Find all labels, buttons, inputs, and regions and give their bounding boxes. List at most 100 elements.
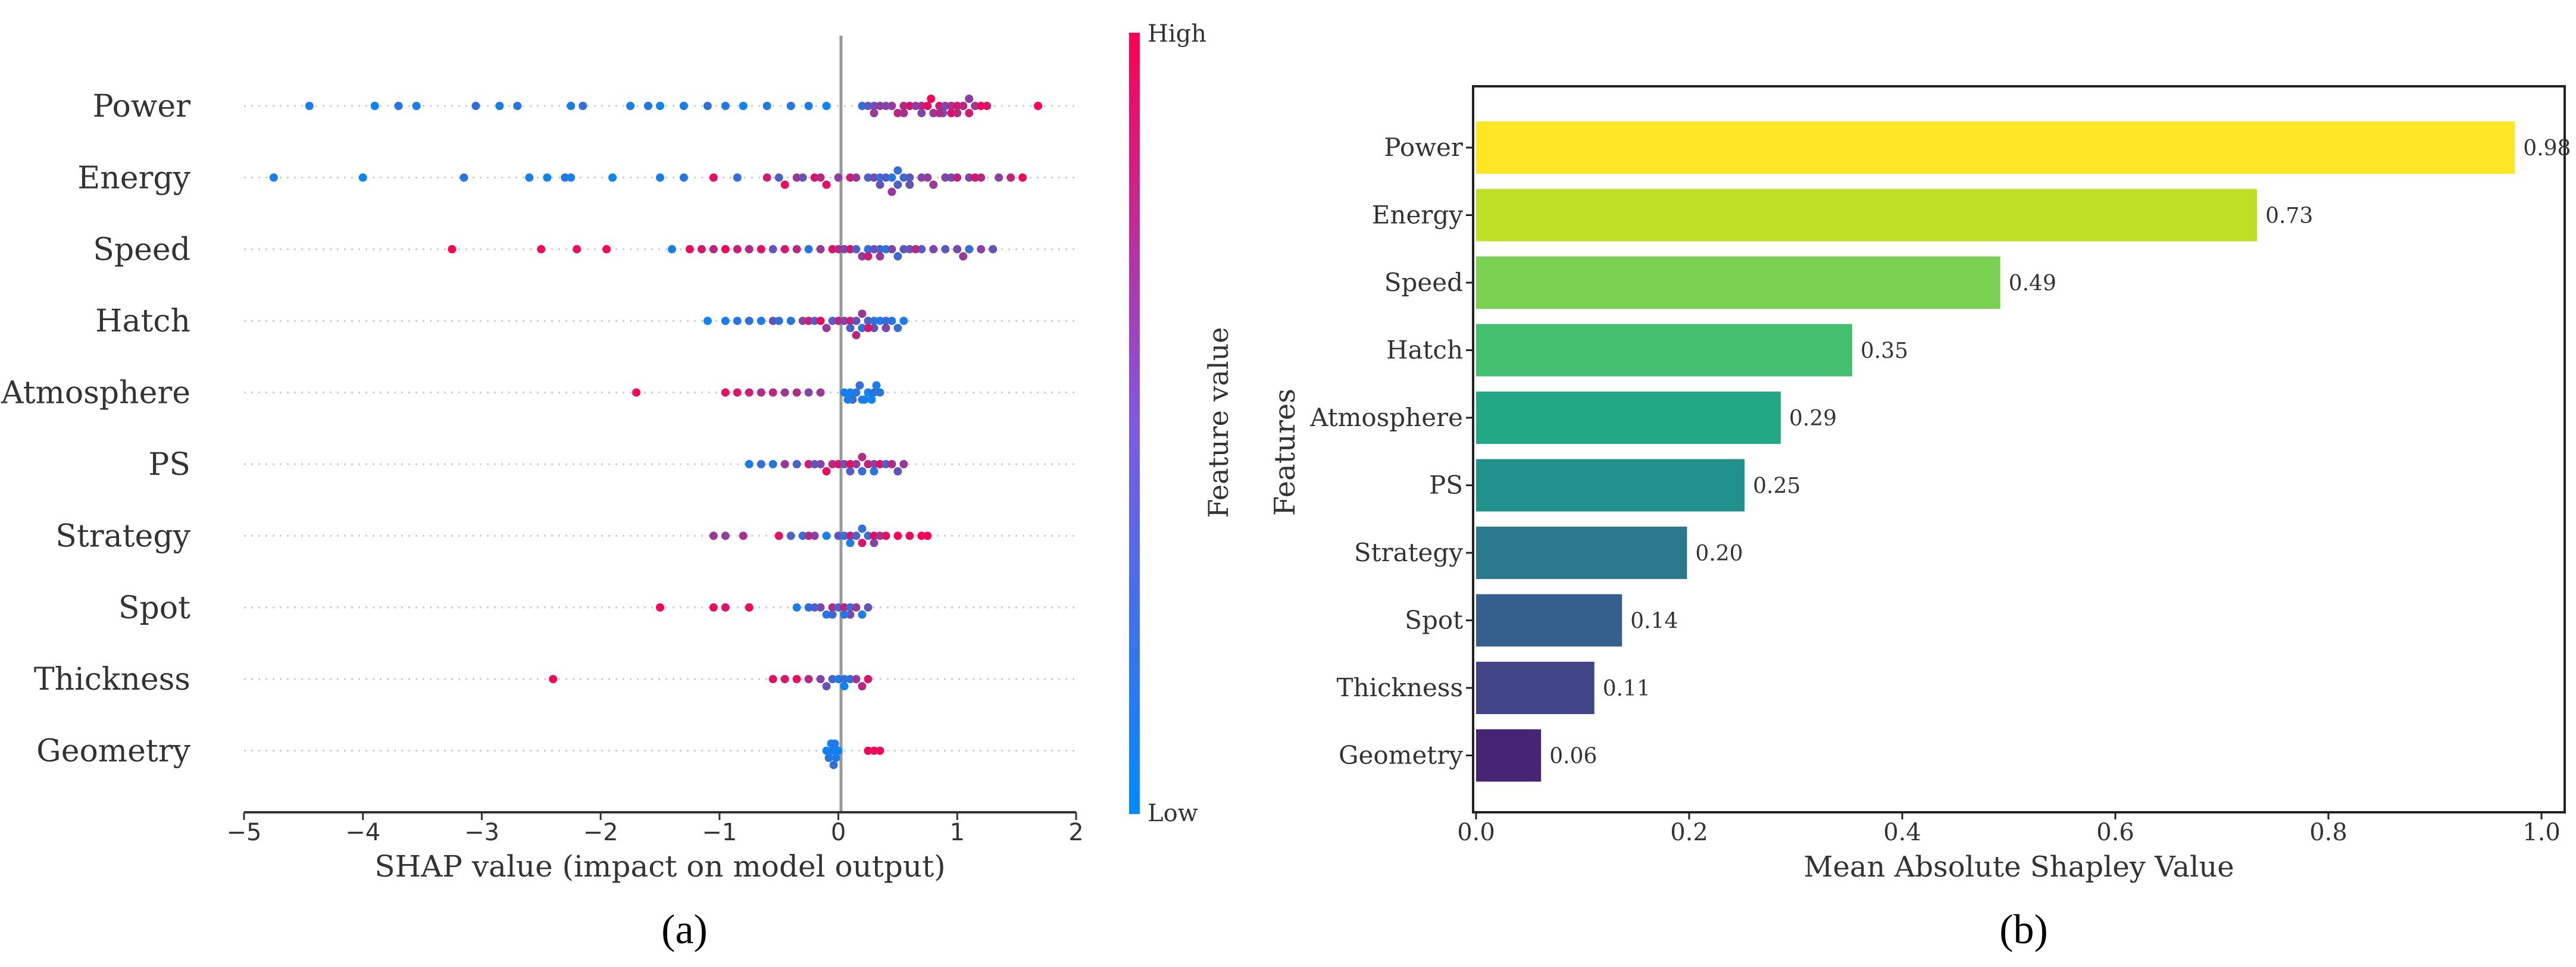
shap-point (858, 453, 867, 461)
shap-point (870, 109, 879, 117)
shap-point (846, 245, 855, 254)
shap-point (721, 388, 730, 397)
shap-point (459, 173, 468, 182)
bar-value-label: 0.14 (1630, 609, 1678, 634)
shap-point (977, 173, 986, 182)
x-tick-label: 0.0 (1457, 819, 1495, 846)
shap-point (733, 388, 742, 397)
shap-point (953, 245, 962, 254)
x-tick-label: 1 (950, 819, 965, 846)
shap-point (370, 102, 379, 110)
shap-point (828, 675, 837, 684)
shap-point (721, 245, 730, 254)
shap-point (608, 173, 617, 182)
shap-point (843, 395, 852, 404)
shap-point (876, 746, 884, 755)
shap-point (917, 245, 926, 254)
shap-point (858, 252, 867, 261)
shap-point (834, 746, 843, 755)
shap-point (840, 388, 849, 397)
category-label: Spot (1405, 606, 1463, 635)
shap-point (834, 531, 843, 540)
x-tick-label: 2 (1068, 819, 1083, 846)
shap-point (804, 245, 813, 254)
shap-point (887, 102, 896, 110)
bar (1476, 527, 1687, 579)
shap-point (733, 245, 742, 254)
shap-point (893, 166, 902, 175)
shap-point (792, 388, 801, 397)
shap-point (798, 317, 807, 326)
shap-point (792, 675, 801, 684)
feature-label: Power (93, 89, 190, 124)
shap-point (828, 245, 837, 254)
shap-point (870, 746, 879, 755)
shap-point (549, 675, 558, 684)
shap-point (852, 460, 861, 468)
x-axis-ticks: 0.0 0.2 0.4 0.6 0.8 1.0 (1457, 812, 2561, 846)
shap-point (644, 102, 652, 110)
shap-point (816, 173, 825, 182)
shap-point (632, 388, 641, 397)
shap-point (834, 675, 843, 684)
shap-point (905, 531, 914, 540)
shap-point (870, 539, 879, 547)
shap-point (602, 245, 611, 254)
shap-point (929, 180, 938, 189)
shap-point (953, 102, 962, 110)
bar-value-labels: 0.98 0.73 0.49 0.35 0.29 0.25 0.20 0.14 0.11 0.06 (1549, 136, 2571, 769)
shap-point (786, 102, 795, 110)
shap-point (917, 173, 926, 182)
shap-point (959, 102, 968, 110)
shap-point (846, 388, 855, 397)
shap-point (721, 102, 730, 110)
shap-point (893, 109, 902, 117)
feature-label: Hatch (95, 303, 190, 339)
shap-point (881, 245, 890, 254)
shap-point (876, 245, 884, 254)
shap-point (798, 173, 807, 182)
shap-point (513, 102, 522, 110)
shap-point (816, 675, 825, 684)
shap-point (816, 245, 825, 254)
shap-point (703, 102, 712, 110)
shap-point (941, 102, 950, 110)
shap-point (816, 603, 825, 612)
shap-point (846, 531, 855, 540)
shap-point (703, 317, 712, 326)
shap-point (786, 531, 795, 540)
shap-point (412, 102, 421, 110)
shap-point (923, 173, 932, 182)
shap-point (780, 675, 789, 684)
shap-point (870, 245, 879, 254)
shap-points (269, 95, 1043, 769)
shap-point (947, 102, 956, 110)
shap-point (870, 173, 879, 182)
shap-point (668, 245, 676, 254)
shap-point (774, 531, 783, 540)
shap-point (804, 102, 813, 110)
shap-summary-panel: Power Energy Speed Hatch Atmosphere PS Strateg… (1, 20, 1234, 953)
x-tick-label: −1 (702, 819, 737, 846)
shap-point (840, 317, 849, 326)
shap-point (893, 467, 902, 475)
category-label: Thickness (1337, 673, 1463, 702)
shap-point (709, 245, 718, 254)
shap-point (977, 102, 986, 110)
shap-point (887, 460, 896, 468)
shap-point (864, 746, 873, 755)
shap-point (852, 675, 861, 684)
bar (1476, 324, 1852, 377)
shap-point (828, 610, 837, 619)
shap-point (834, 603, 843, 612)
shap-point (864, 460, 873, 468)
shap-point (965, 95, 974, 103)
shap-point (656, 173, 664, 182)
shap-point (840, 675, 849, 684)
x-tick-label: −5 (227, 819, 262, 846)
shap-point (887, 173, 896, 182)
x-tick-label: −3 (464, 819, 499, 846)
shap-point (965, 245, 974, 254)
shap-point (822, 531, 831, 540)
shap-point (828, 460, 837, 468)
